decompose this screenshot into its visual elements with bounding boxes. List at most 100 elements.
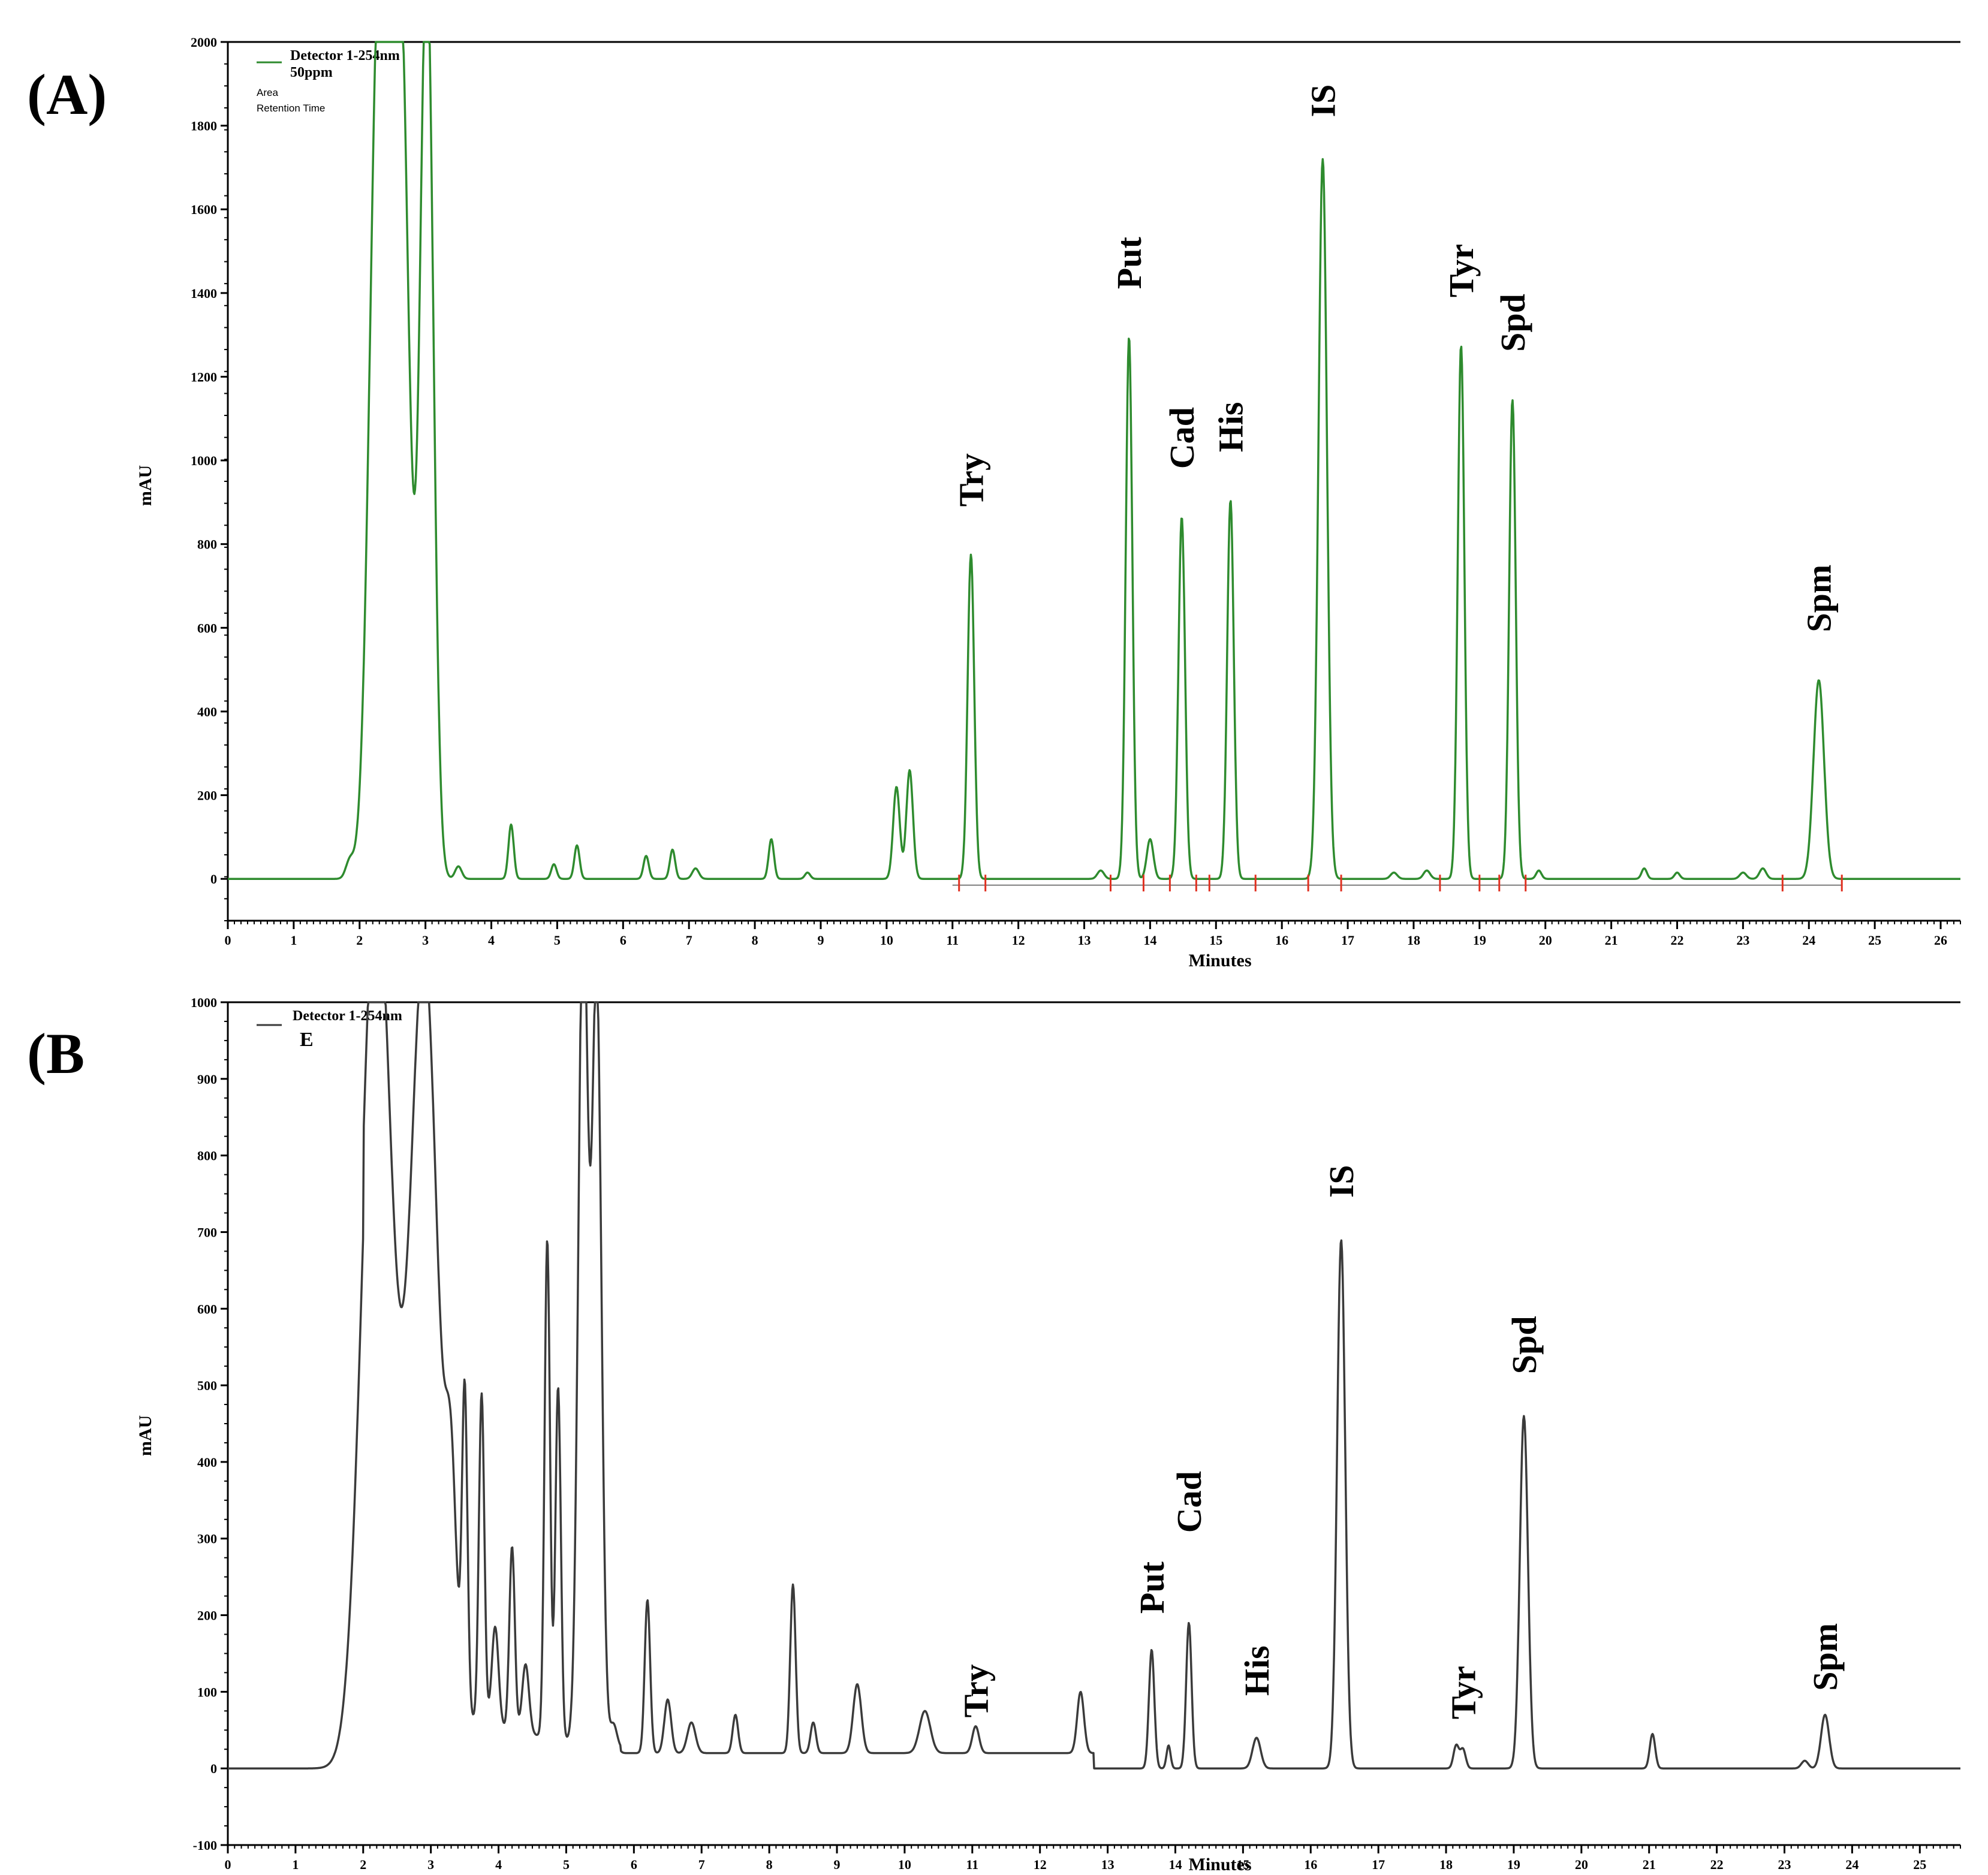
y-tick-label: 400 (197, 1455, 217, 1470)
x-tick-label: 2 (356, 933, 363, 948)
x-tick-label: 7 (686, 933, 692, 948)
panel-a-peak-labels: Try Put Cad His IS Tyr Spd Spm (952, 85, 1839, 632)
x-tick-label: 1 (292, 1857, 299, 1872)
x-tick-label: 17 (1372, 1857, 1385, 1872)
panel-a-legend-area: Area (257, 87, 278, 98)
x-tick-label: 2 (360, 1857, 366, 1872)
peak-label-put: Put (1110, 237, 1149, 290)
y-tick-label: 1800 (191, 119, 217, 134)
y-tick-label: 400 (197, 704, 217, 719)
x-tick-label: 26 (1934, 933, 1947, 948)
x-tick-label: 19 (1473, 933, 1486, 948)
x-tick-label: 20 (1575, 1857, 1588, 1872)
y-tick-label: 2000 (191, 35, 217, 50)
x-tick-label: 22 (1670, 933, 1683, 948)
peak-label-is: IS (1303, 85, 1342, 117)
x-tick-label: 3 (427, 1857, 434, 1872)
x-tick-label: 19 (1507, 1857, 1520, 1872)
peak-label-put: Put (1132, 1561, 1171, 1614)
panel-a-integration-markers (952, 875, 1843, 892)
x-tick-label: 8 (766, 1857, 773, 1872)
chromatogram-trace (227, 1001, 1961, 1770)
chromatogram-panel-b: (B 10009008007006005004003002001000-100 … (27, 995, 1961, 1874)
panel-a-x-title: Minutes (1189, 951, 1252, 970)
x-tick-label: 20 (1539, 933, 1552, 948)
x-tick-label: 14 (1143, 933, 1156, 948)
chromatogram-trace (227, 41, 1961, 880)
x-tick-label: 17 (1341, 933, 1354, 948)
y-tick-label: 300 (197, 1532, 217, 1547)
panel-b-peak-labels: Try Put Cad His IS Tyr Spd Spm (956, 1165, 1845, 1719)
panel-b-x-ticks: 0 1 2 3 4 5 6 7 8 9 10 11 12 13 14 15 16 17 18 19 20 21 22 23 24… (225, 1845, 1961, 1872)
peak-label-cad: Cad (1170, 1471, 1209, 1533)
x-tick-label: 13 (1101, 1857, 1115, 1872)
x-tick-label: 0 (225, 1857, 231, 1872)
y-tick-label: 600 (197, 1301, 217, 1316)
y-tick-label: 600 (197, 620, 217, 635)
x-tick-label: 23 (1778, 1857, 1791, 1872)
x-tick-label: 15 (1236, 1857, 1249, 1872)
peak-label-tyr: Tyr (1444, 1666, 1483, 1719)
y-tick-label: 1000 (191, 995, 217, 1010)
x-tick-label: 25 (1913, 1857, 1926, 1872)
peak-label-spd: Spd (1505, 1316, 1544, 1374)
x-tick-label: 11 (946, 933, 959, 948)
y-tick-label: 1400 (191, 286, 217, 301)
x-tick-label: 4 (495, 1857, 502, 1872)
y-tick-label: 1600 (191, 202, 217, 217)
panel-b-x-title: Minutes (1189, 1855, 1252, 1874)
y-tick-label: 100 (197, 1684, 217, 1699)
x-tick-label: 21 (1605, 933, 1618, 948)
panel-a-legend-sample: 50ppm (290, 65, 333, 80)
panel-a-y-title: mAU (135, 465, 155, 506)
x-tick-label: 25 (1868, 933, 1881, 948)
x-tick-label: 10 (880, 933, 893, 948)
x-tick-label: 6 (631, 1857, 637, 1872)
panel-b-legend: Detector 1-254nm E (257, 1008, 402, 1051)
y-tick-label: 0 (210, 872, 217, 887)
x-tick-label: 22 (1710, 1857, 1724, 1872)
peak-label-try: Try (956, 1664, 995, 1717)
y-tick-label: 200 (197, 788, 217, 803)
x-tick-label: 16 (1304, 1857, 1317, 1872)
y-tick-label: 800 (197, 537, 217, 552)
x-tick-label: 7 (698, 1857, 705, 1872)
y-tick-label: 200 (197, 1608, 217, 1623)
x-tick-label: 23 (1736, 933, 1749, 948)
x-tick-label: 16 (1275, 933, 1288, 948)
x-tick-label: 14 (1168, 1857, 1182, 1872)
x-tick-label: 0 (225, 933, 231, 948)
y-tick-label: 700 (197, 1225, 217, 1240)
x-tick-label: 11 (966, 1857, 978, 1872)
peak-label-his: His (1237, 1645, 1276, 1696)
peak-label-his: His (1212, 402, 1251, 453)
panel-a-label: (A) (27, 62, 107, 126)
peak-label-spm: Spm (1800, 565, 1839, 632)
x-tick-label: 8 (752, 933, 758, 948)
panel-b-legend-sample: E (300, 1029, 314, 1051)
panel-a-legend: Detector 1-254nm 50ppm Area Retention Ti… (257, 48, 400, 114)
x-tick-label: 24 (1845, 1857, 1859, 1872)
panel-a-trace-group (227, 41, 1961, 880)
x-tick-label: 5 (554, 933, 561, 948)
panel-a-legend-retention: Retention Time (257, 103, 325, 114)
peak-label-is: IS (1322, 1165, 1361, 1198)
peak-label-spm: Spm (1806, 1623, 1845, 1691)
x-tick-label: 18 (1439, 1857, 1453, 1872)
peak-label-cad: Cad (1162, 407, 1201, 469)
x-tick-label: 24 (1802, 933, 1815, 948)
x-tick-label: 9 (834, 1857, 841, 1872)
y-tick-label: 900 (197, 1072, 217, 1087)
x-tick-label: 5 (563, 1857, 570, 1872)
x-tick-label: 12 (1012, 933, 1025, 948)
y-tick-label: 500 (197, 1378, 217, 1393)
panel-b-trace-group (227, 1001, 1961, 1770)
x-tick-label: 18 (1407, 933, 1420, 948)
x-tick-label: 21 (1643, 1857, 1656, 1872)
peak-label-spd: Spd (1493, 294, 1532, 352)
y-tick-label: 1200 (191, 369, 217, 384)
x-tick-label: 4 (488, 933, 495, 948)
